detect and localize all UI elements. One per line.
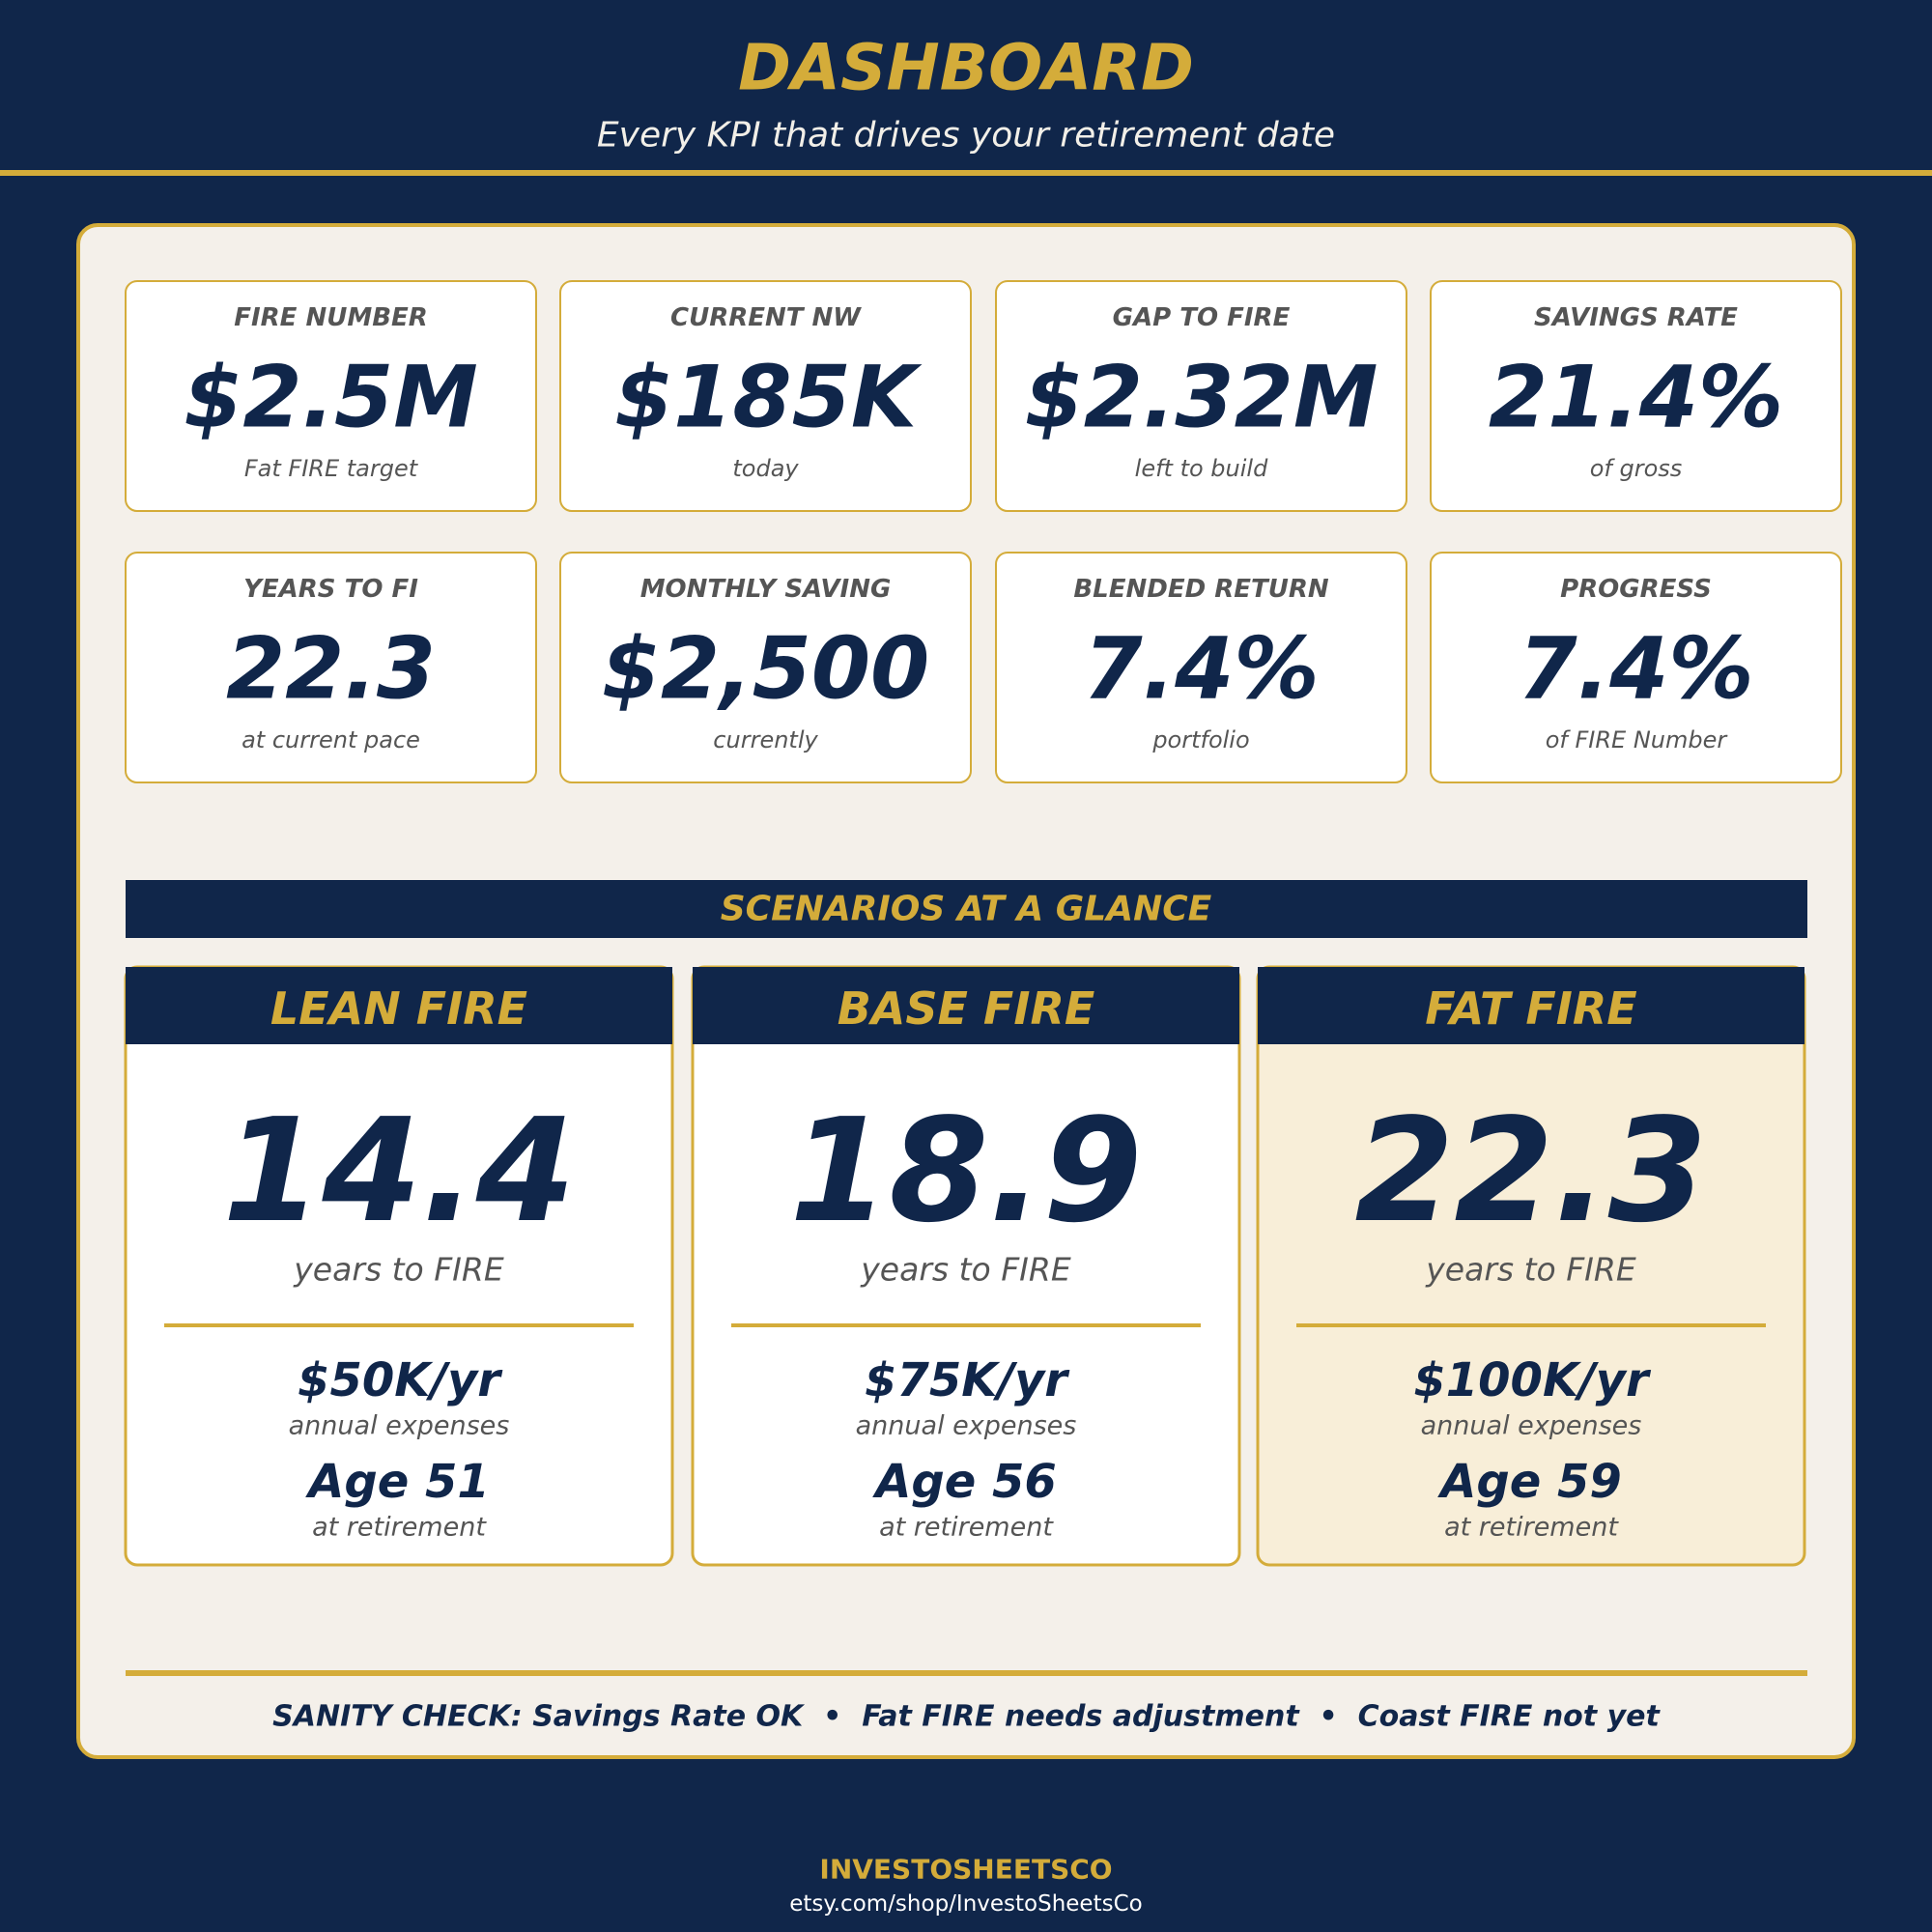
kpi-card — [125, 552, 537, 783]
scenario-name: BASE FIRE — [838, 982, 1095, 1035]
scenario-expenses-note: annual expenses — [856, 1411, 1077, 1441]
footer-url: etsy.com/shop/InvestoSheetsCo — [789, 1891, 1142, 1917]
footer-brand: INVESTOSHEETSCO — [819, 1854, 1112, 1886]
kpi-card — [559, 552, 972, 783]
scenario-name: FAT FIRE — [1425, 982, 1636, 1035]
scenario-expenses: $100K/yr — [1413, 1353, 1652, 1407]
kpi-label: YEARS TO FI — [243, 575, 418, 604]
kpi-note: of gross — [1590, 455, 1683, 482]
scenario-expenses: $50K/yr — [298, 1353, 503, 1407]
kpi-note: portfolio — [1151, 726, 1249, 753]
kpi-note: Fat FIRE target — [244, 455, 419, 482]
scenario-years: 18.9 — [789, 1088, 1142, 1254]
kpi-note: of FIRE Number — [1546, 726, 1729, 753]
scenario-years-note: years to FIRE — [860, 1251, 1071, 1289]
kpi-value: $2,500 — [602, 619, 930, 719]
kpi-value: 7.4% — [1518, 619, 1753, 719]
kpi-card — [995, 552, 1407, 783]
scenarios-heading: SCENARIOS AT A GLANCE — [721, 890, 1212, 929]
kpi-note: at current pace — [242, 726, 420, 753]
kpi-label: MONTHLY SAVING — [640, 575, 892, 604]
scenario-expenses: $75K/yr — [865, 1353, 1070, 1407]
scenario-age-note: at retirement — [312, 1513, 487, 1543]
kpi-value: 21.4% — [1489, 348, 1783, 447]
kpi-card — [995, 280, 1407, 512]
scenario-age: Age 56 — [871, 1455, 1057, 1509]
scenario-divider — [1296, 1323, 1766, 1327]
kpi-card — [1430, 280, 1842, 512]
scenario-years: 14.4 — [222, 1088, 575, 1254]
kpi-value: 7.4% — [1083, 619, 1319, 719]
header-rule — [0, 170, 1932, 176]
scenario-expenses-note: annual expenses — [1421, 1411, 1642, 1441]
scenario-header — [126, 967, 672, 1044]
sanity-rule — [126, 1670, 1807, 1676]
scenario-divider — [731, 1323, 1201, 1327]
scenario-age: Age 59 — [1436, 1455, 1622, 1509]
kpi-value: $2.32M — [1025, 348, 1378, 447]
sanity-check: SANITY CHECK: Savings Rate OK • Fat FIRE… — [272, 1700, 1661, 1734]
kpi-label: CURRENT NW — [670, 303, 862, 332]
scenario-header — [693, 967, 1239, 1044]
kpi-value: $2.5M — [184, 348, 478, 447]
scenario-name: LEAN FIRE — [270, 982, 527, 1035]
scenario-years: 22.3 — [1354, 1088, 1707, 1254]
kpi-label: SAVINGS RATE — [1534, 303, 1738, 332]
kpi-note: today — [732, 455, 799, 482]
kpi-value: $185K — [614, 348, 923, 447]
title: DASHBOARD — [738, 31, 1194, 105]
scenario-age-note: at retirement — [879, 1513, 1054, 1543]
kpi-note: left to build — [1135, 455, 1268, 482]
scenario-header — [1258, 967, 1804, 1044]
scenario-divider — [164, 1323, 634, 1327]
scenario-years-note: years to FIRE — [1425, 1251, 1636, 1289]
scenario-years-note: years to FIRE — [293, 1251, 504, 1289]
subtitle: Every KPI that drives your retirement da… — [597, 116, 1335, 156]
kpi-card — [1430, 552, 1842, 783]
kpi-note: currently — [713, 726, 818, 753]
kpi-label: BLENDED RETURN — [1073, 575, 1329, 604]
scenario-expenses-note: annual expenses — [289, 1411, 510, 1441]
kpi-card — [125, 280, 537, 512]
kpi-label: PROGRESS — [1560, 575, 1712, 604]
scenario-age-note: at retirement — [1444, 1513, 1619, 1543]
kpi-label: GAP TO FIRE — [1113, 303, 1291, 332]
scenarios-banner — [126, 880, 1807, 938]
kpi-label: FIRE NUMBER — [234, 303, 428, 332]
scenario-age: Age 51 — [304, 1455, 490, 1509]
kpi-value: 22.3 — [226, 619, 436, 719]
kpi-card — [559, 280, 972, 512]
